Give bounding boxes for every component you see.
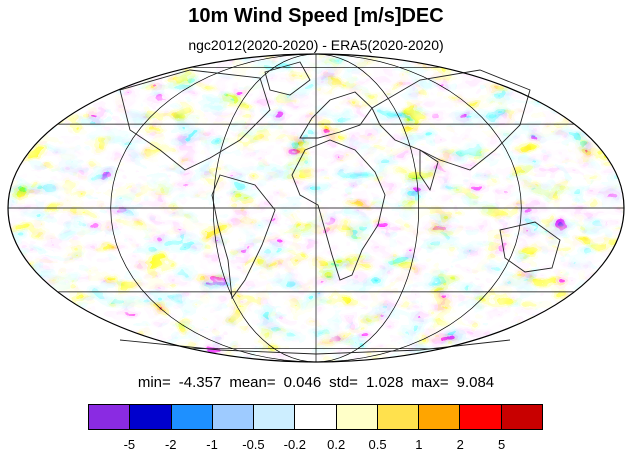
colorbar-tick-label: -0.2 <box>283 437 307 452</box>
colorbar-tick-label: -0.5 <box>242 437 265 452</box>
colorbar <box>88 404 543 430</box>
colorbar-swatch <box>89 405 131 429</box>
graticule-meridian <box>315 53 420 363</box>
mean-value: 0.046 <box>283 374 322 391</box>
colorbar-swatch <box>336 405 378 429</box>
colorbar-swatch <box>212 405 255 429</box>
colorbar-tick-label: -2 <box>164 437 177 452</box>
colorbar-swatch <box>171 405 213 429</box>
std-label: std= <box>329 374 358 391</box>
colorbar-swatch <box>501 405 542 429</box>
colorbar-swatch <box>254 405 296 429</box>
colorbar-swatch <box>460 405 502 429</box>
chart-subtitle: ngc2012(2020-2020) - ERA5(2020-2020) <box>188 37 444 53</box>
colorbar-tick-label: 0.5 <box>368 437 387 452</box>
min-value: -4.357 <box>178 374 222 391</box>
max-label: max= <box>411 374 449 391</box>
colorbar-tick-label: 2 <box>456 437 464 452</box>
graticule-meridian <box>315 53 522 363</box>
graticule-meridian <box>212 53 317 363</box>
colorbar-tick-label: 5 <box>498 437 506 452</box>
colorbar-tick-label: -5 <box>123 437 136 452</box>
colorbar-swatch <box>130 405 172 429</box>
mean-label: mean= <box>229 374 276 391</box>
colorbar-swatch <box>295 405 337 429</box>
statistics-line: min= -4.357 mean= 0.046 std= 1.028 max= 9.084 <box>0 374 632 391</box>
colorbar-tick-label: -1 <box>206 437 218 452</box>
colorbar-swatch <box>419 405 461 429</box>
graticule <box>8 53 624 363</box>
min-label: min= <box>137 374 171 391</box>
colorbar-tick-label: 1 <box>415 437 423 452</box>
std-value: 1.028 <box>365 374 404 391</box>
map-border <box>7 53 625 363</box>
max-value: 9.084 <box>456 374 495 391</box>
colorbar-tick-label: 0.2 <box>327 437 346 452</box>
graticule-meridian <box>110 53 317 363</box>
chart-title: 10m Wind Speed [m/s]DEC <box>188 5 444 27</box>
colorbar-swatch <box>377 405 420 429</box>
